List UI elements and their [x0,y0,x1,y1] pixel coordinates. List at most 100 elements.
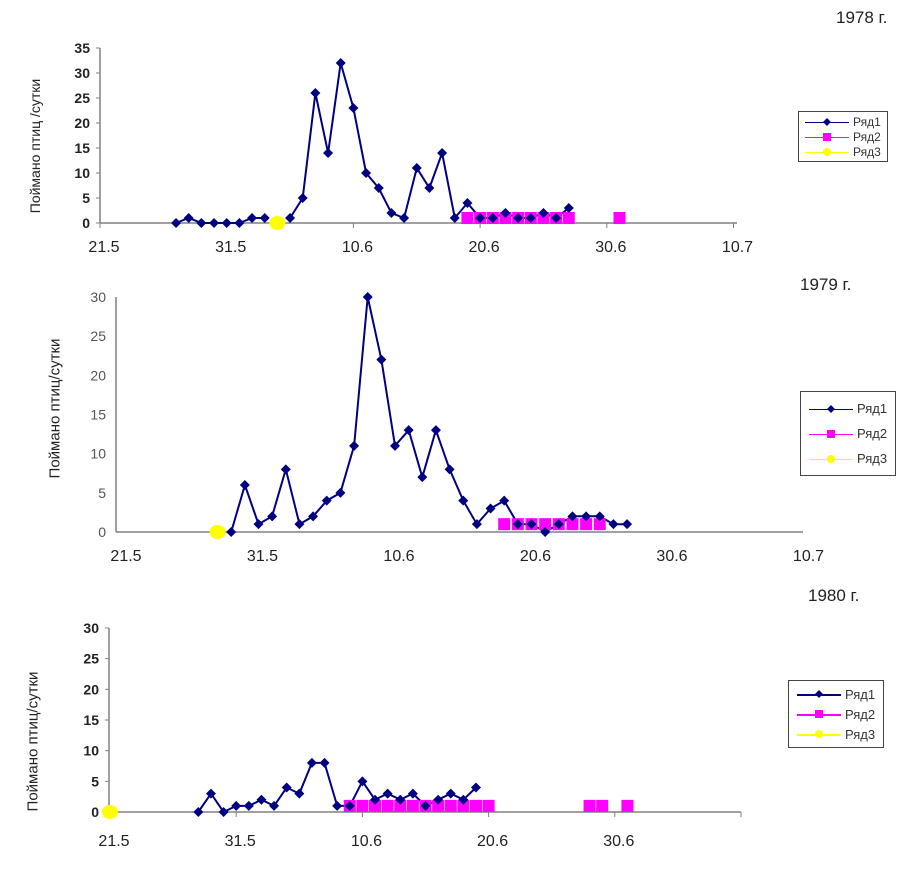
series1-point [395,794,406,805]
chart-panel-1979: 1979 г. Поймано птиц/сутки 0 5 10 15 20 25 30 2… [0,265,921,580]
x-tick-label: 10.6 [383,548,414,565]
series2-point [406,799,419,812]
series1-point [256,794,267,805]
series1-point [323,148,334,158]
legend-item-series2: Ряд2 [805,129,881,144]
x-tick-label: 30.6 [656,548,687,565]
series1-point [608,519,619,530]
series1-point [499,495,510,506]
series1-point [218,807,229,817]
y-tick-label: 5 [91,773,99,789]
y-tick-label: 20 [83,681,99,697]
y-tick-label: 30 [74,65,90,81]
y-tick-label: 20 [90,367,106,383]
x-tick-label: 21.5 [110,548,141,565]
y-tick-label: 25 [90,328,106,344]
y-tick-label: 20 [74,115,90,131]
y-tick-label: 10 [83,743,99,759]
series1-point [437,148,448,158]
series1-point [382,788,393,799]
legend-item-series3: Ряд3 [809,446,887,471]
x-tick-label: 20.6 [469,239,500,256]
series1-point [471,519,482,530]
chart-title: 1978 г. [836,8,888,27]
series1-point [563,203,574,213]
chart-title: 1980 г. [808,586,860,605]
x-tick-label: 10.6 [342,239,373,256]
series1-point [540,527,551,537]
x-tick-label: 31.5 [225,833,256,850]
series1-point [386,208,397,218]
series1-point [551,213,562,223]
series1-point [525,213,536,223]
series1-point [196,218,207,228]
y-tick-label: 5 [82,190,90,206]
series1-point [538,208,549,218]
series2-point [369,799,382,812]
legend: Ряд1 Ряд2 Ряд3 [798,111,888,162]
series1-point [335,487,346,498]
series1-point [417,472,428,483]
chart-plot: 0 5 10 15 20 25 30 35 21.5 31.5 10.6 20.6 30.6 10.7 [74,40,753,256]
series1-point [335,58,346,68]
series2-point [562,212,575,224]
series1-point [362,292,373,302]
series1-point [319,757,330,768]
series1-point [373,183,384,193]
legend-item-series2: Ряд2 [797,704,875,724]
series1-point [475,213,486,223]
series2-point [444,799,457,812]
series1-point [445,788,456,799]
x-tick-label: 20.6 [477,833,508,850]
series1-point [526,519,537,530]
series2-point [498,518,511,531]
series1-point [205,788,216,799]
series1-point [361,168,372,178]
series1-point [403,425,414,436]
y-tick-label: 5 [98,485,106,501]
series1-point [267,511,278,522]
legend-item-series1: Ряд1 [805,114,881,129]
series1-point [553,519,564,530]
series1-point [458,794,469,805]
series1-point [183,213,194,223]
x-tick-label: 31.5 [215,239,246,256]
series1-point [513,213,524,223]
x-tick-label: 21.5 [98,833,129,850]
series1-point [239,480,250,490]
series2-point [394,799,407,812]
series1-point [280,464,291,475]
series1-point [430,425,441,436]
y-tick-label: 10 [74,165,90,181]
series2-point [621,799,634,812]
series2-point [432,799,445,812]
series1-point [487,213,498,223]
series1-point [420,800,431,811]
series1-point [294,519,305,530]
legend-item-series1: Ряд1 [809,396,887,421]
y-tick-label: 35 [74,40,90,56]
series1-point [193,807,204,817]
series1-point [444,464,455,475]
chart-plot: 0 5 10 15 20 25 30 21.5 31.5 10.6 20.6 30.6 10.7 [90,289,824,565]
chart-panel-1980: 1980 г. Поймано птиц/сутки 0 5 10 15 20 25 30 2… [0,580,921,872]
series1-line [175,62,570,224]
series2-point [356,799,369,812]
series2-point [457,799,470,812]
series1-point [411,163,422,173]
x-tick-label: 10.6 [351,833,382,850]
series2-point [469,799,482,812]
series1-point [294,788,305,799]
series1-point [500,208,511,218]
series1-point [221,218,232,228]
series1-point [344,800,355,811]
series2-point [381,799,394,812]
series2-point [580,518,593,531]
y-tick-label: 15 [74,140,90,156]
series3-point [209,525,226,539]
series1-point [171,218,182,228]
series2-point [539,518,552,531]
x-tick-label: 30.6 [603,833,634,850]
series1-point [357,776,368,787]
chart-title: 1979 г. [800,275,852,294]
